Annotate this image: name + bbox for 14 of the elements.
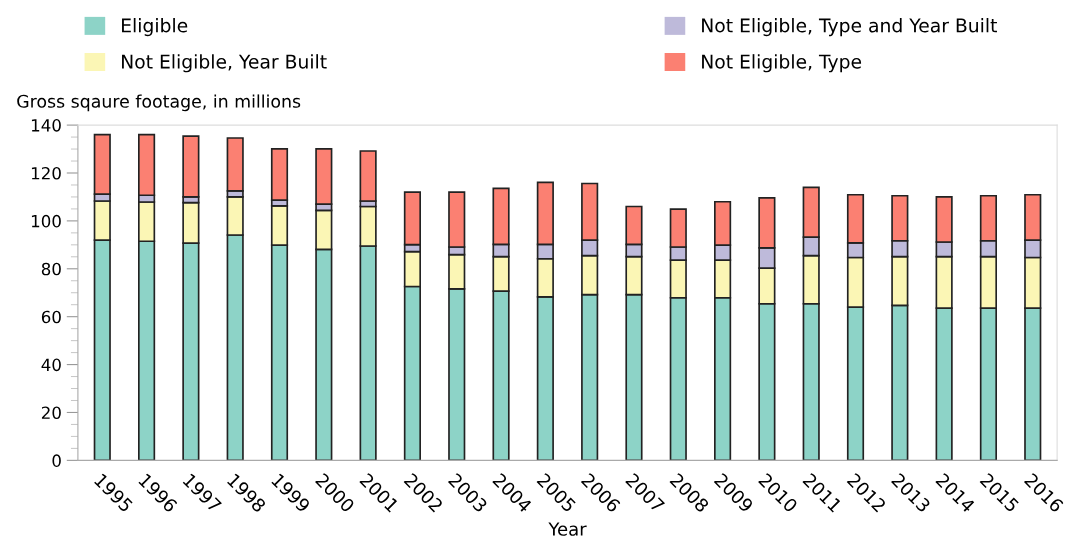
y-tick-label: 0: [52, 454, 61, 467]
legend-label: Eligible: [122, 18, 188, 37]
y-tick-label: 140: [31, 119, 61, 132]
y-tick-label: 100: [31, 214, 61, 228]
x-axis-title: Year: [548, 522, 587, 536]
legend-label: Not Eligible, Year Built: [122, 54, 327, 73]
y-tick-label: 20: [41, 406, 61, 420]
legend-label: Not Eligible, Type: [702, 54, 862, 73]
legend-label: Not Eligible, Type and Year Built: [702, 18, 997, 37]
y-tick-label: 40: [41, 358, 61, 372]
y-axis-title: Gross sqaure footage, in millions: [17, 94, 301, 112]
y-tick-label: 60: [41, 310, 61, 324]
y-tick-label: 80: [41, 262, 61, 276]
y-tick-label: 120: [31, 166, 61, 180]
